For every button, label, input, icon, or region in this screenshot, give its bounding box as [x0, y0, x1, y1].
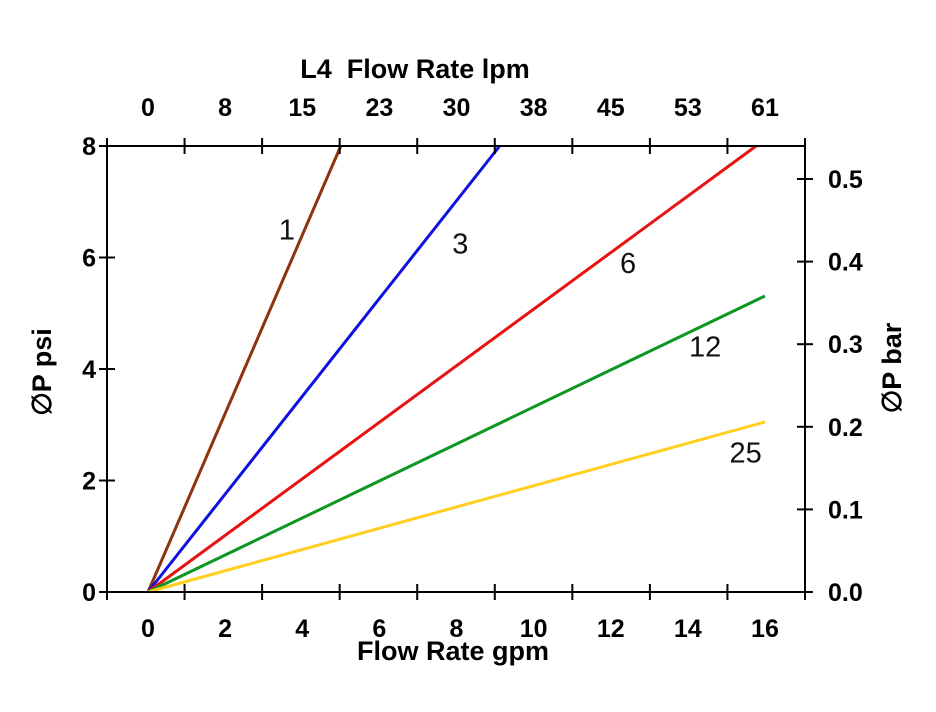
series-label-12: 12 [689, 332, 721, 364]
y-left-tick-label: 0 [82, 579, 96, 607]
series-line-1 [146, 145, 343, 593]
y-right-tick-label: 0.1 [828, 496, 863, 524]
series-line-12 [147, 294, 766, 594]
series-line-6 [147, 144, 757, 594]
x-bottom-tick-label: 6 [372, 615, 386, 643]
x-top-tick-label: 38 [520, 94, 548, 122]
x-top-tick-label: 30 [443, 94, 471, 122]
y-left-tick-label: 8 [82, 133, 96, 161]
x-top-tick-label: 15 [288, 94, 316, 122]
x-axis-title: Flow Rate gpm [356, 635, 549, 666]
x-top-tick-label: 61 [751, 94, 779, 122]
x-bottom-tick-label: 16 [751, 615, 779, 643]
y-right-tick-label: 0.4 [828, 249, 863, 277]
y-left-tick-label: 6 [82, 245, 96, 273]
x-bottom-tick-label: 2 [218, 615, 232, 643]
x-bottom-tick-label: 12 [597, 615, 625, 643]
x-bottom-tick-label: 4 [295, 615, 309, 643]
y-left-tick-label: 4 [82, 356, 96, 384]
x-bottom-tick-label: 14 [674, 615, 702, 643]
series-line-25 [147, 420, 766, 594]
x-bottom-tick-label: 10 [520, 615, 548, 643]
x-top-tick-label: 45 [597, 94, 625, 122]
y-left-tick-label: 2 [82, 468, 96, 496]
x-bottom-tick-label: 8 [450, 615, 464, 643]
series-label-1: 1 [279, 215, 295, 247]
x-top-tick-label: 0 [141, 94, 155, 122]
plot-frame [106, 145, 806, 593]
y-right-tick-label: 0.5 [828, 166, 863, 194]
y-axis-right-title: ∅P bar [876, 322, 907, 414]
y-right-tick-label: 0.0 [828, 579, 863, 607]
chart-title: L4 Flow Rate lpm [300, 53, 530, 84]
y-right-tick-label: 0.3 [828, 331, 863, 359]
y-axis-left-title: ∅P psi [26, 328, 57, 416]
x-top-tick-label: 53 [674, 94, 702, 122]
y-right-tick-label: 0.2 [828, 414, 863, 442]
series-line-3 [146, 145, 501, 593]
x-top-tick-label: 8 [218, 94, 232, 122]
x-top-tick-label: 23 [365, 94, 393, 122]
series-label-6: 6 [620, 248, 636, 280]
series-label-25: 25 [730, 438, 762, 470]
series-label-3: 3 [452, 229, 468, 261]
x-bottom-tick-label: 0 [141, 615, 155, 643]
